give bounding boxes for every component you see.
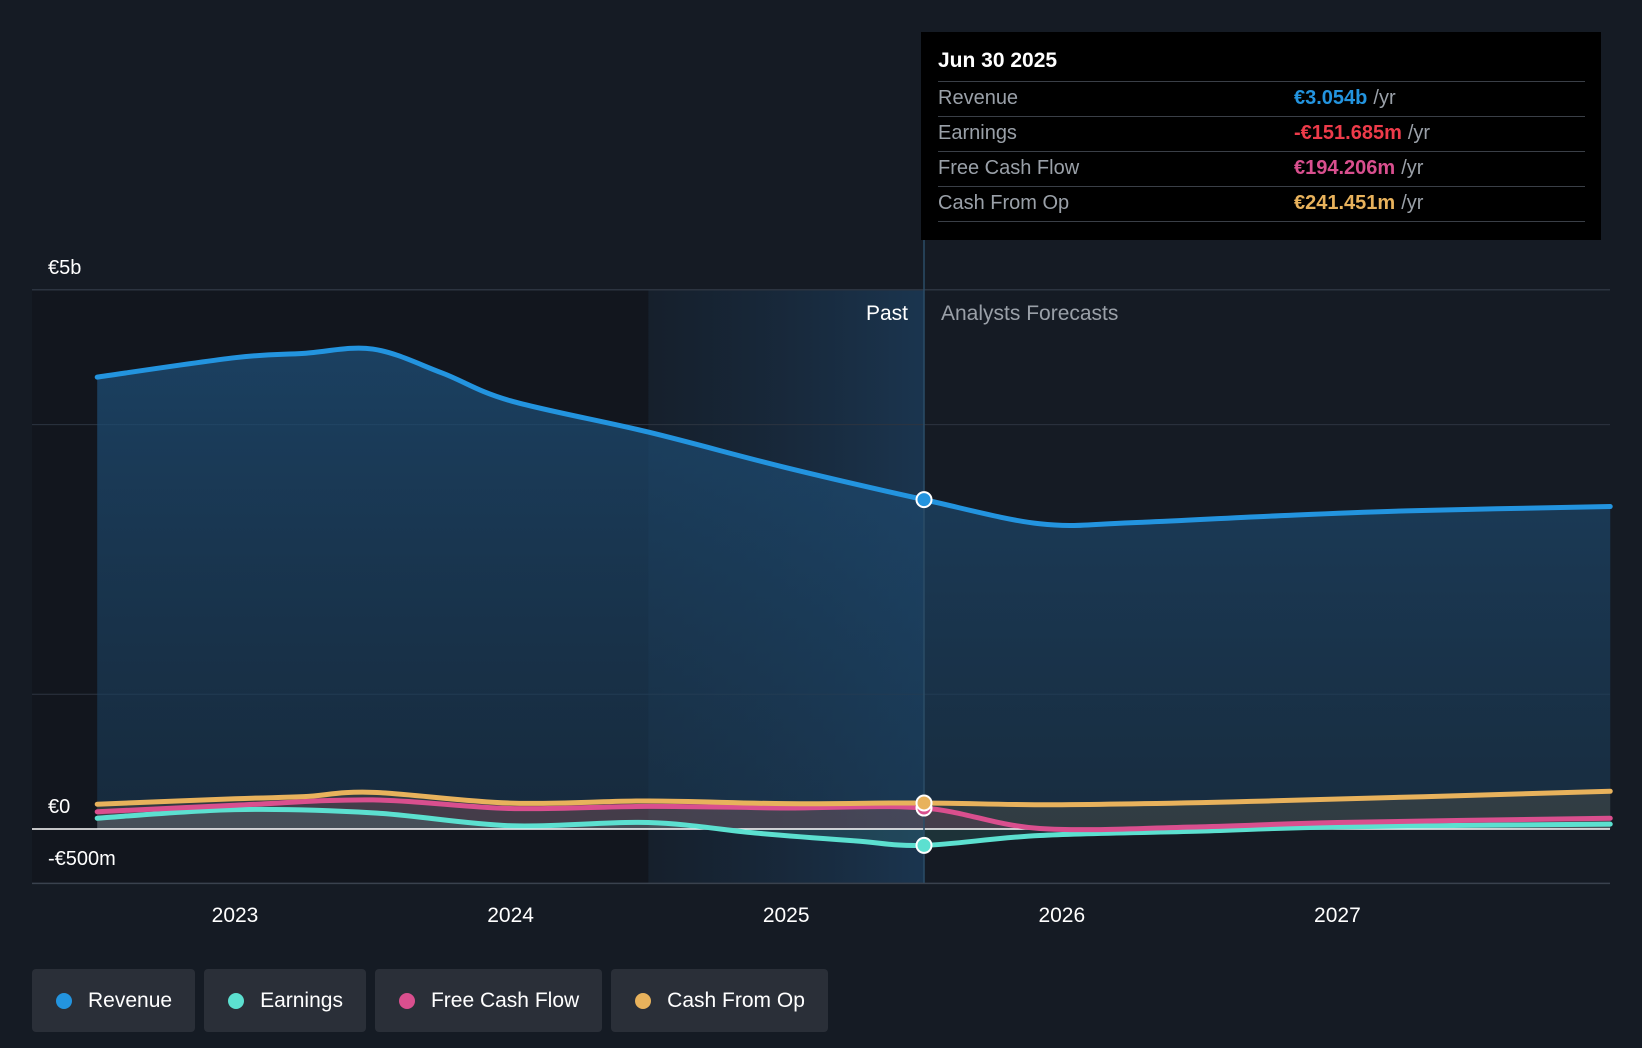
legend-label: Free Cash Flow [430,988,580,1012]
cash-from-op-line [94,788,1613,808]
tooltip-row-revenue: Revenue €3.054b /yr [938,81,1585,116]
tooltip-unit: /yr [1373,87,1396,109]
revenue-area [97,348,1611,829]
legend-dot-icon [635,992,652,1009]
tooltip-value: -€151.685m [1294,122,1402,144]
tooltip-row-earnings: Earnings -€151.685m /yr [938,116,1585,151]
tooltip-value: €3.054b [1294,87,1368,109]
legend-item-cash-from-op[interactable]: Cash From Op [611,969,828,1032]
tooltip-label: Cash From Op [938,192,1070,214]
past-label: Past [866,302,908,325]
tooltip-unit: /yr [1407,122,1431,144]
legend-item-free-cash-flow[interactable]: Free Cash Flow [374,969,603,1032]
cash-from-op-marker [915,794,933,812]
tooltip-label: Revenue [938,87,1019,109]
legend-dot-icon [56,992,72,1009]
revenue-marker [915,491,933,509]
x-tick-label: 2024 [487,904,534,927]
tooltip-label: Free Cash Flow [938,157,1080,179]
y-tick-label: €5b [48,257,81,279]
cash-from-op-area [97,791,1611,829]
legend-item-revenue[interactable]: Revenue [32,969,196,1032]
legend-label: Earnings [260,988,343,1012]
tooltip-value: €241.451m [1294,192,1396,214]
earnings-marker [915,836,933,854]
legend-dot-icon [228,992,245,1009]
forecast-label: Analysts Forecasts [941,302,1118,325]
x-tick-label: 2025 [763,904,810,927]
legend: Revenue Earnings Free Cash Flow Cash Fro… [32,969,828,1032]
tooltip-row-cash-from-op: Cash From Op €241.451m /yr [938,186,1585,222]
earnings-line [94,806,1613,849]
x-tick-label: 2023 [212,904,259,927]
x-tick-label: 2027 [1314,904,1361,927]
revenue-line [94,345,1613,528]
legend-dot-icon [398,992,415,1009]
y-tick-label: €0 [48,796,70,818]
tooltip-unit: /yr [1401,192,1424,214]
y-tick-label: -€500m [48,848,116,870]
tooltip-unit: /yr [1401,157,1424,179]
legend-item-earnings[interactable]: Earnings [204,969,366,1032]
tooltip-date: Jun 30 2025 [938,49,1058,72]
tooltip-row-free-cash-flow: Free Cash Flow €194.206m /yr [938,151,1585,186]
x-tick-label: 2026 [1038,904,1085,927]
tooltip-label: Earnings [938,122,1017,144]
legend-label: Revenue [88,988,173,1012]
legend-label: Cash From Op [667,988,805,1012]
tooltip-panel: Jun 30 2025 Revenue €3.054b /yr Earnings… [921,32,1601,240]
free-cash-flow-line [94,797,1613,833]
tooltip-value: €194.206m [1294,157,1396,179]
